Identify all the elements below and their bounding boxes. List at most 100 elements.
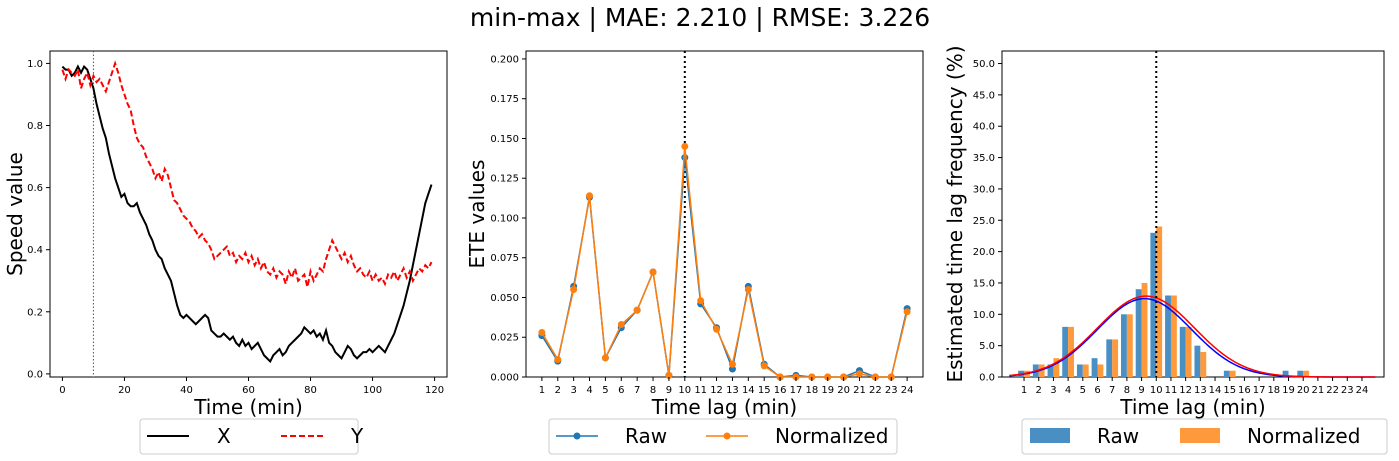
ete-series-normalized-point	[697, 297, 705, 305]
speed-xtick-label: 120	[425, 385, 444, 396]
lag-raw-bar	[1121, 314, 1127, 377]
lag-raw-bar	[1297, 370, 1304, 377]
lag-normalized-bar	[1229, 370, 1236, 377]
ete-x-axis-label: Time lag (min)	[651, 395, 798, 419]
ete-xtick-label: 4	[586, 385, 592, 396]
ete-xtick-label: 7	[634, 385, 640, 396]
lag-legend-raw-label: Raw	[1097, 424, 1139, 448]
lag-xtick-label: 6	[1094, 385, 1100, 396]
ete-xtick-label: 15	[758, 385, 771, 396]
lag-ytick-label: 25.0	[973, 216, 995, 227]
lag-xtick-label: 10	[1150, 385, 1163, 396]
ete-xtick-label: 5	[602, 385, 608, 396]
speed-legend-y-label: Y	[350, 424, 364, 448]
lag-normalized-bar	[1112, 339, 1119, 377]
ete-xtick-label: 6	[618, 385, 624, 396]
lag-normalized-bar	[1097, 364, 1104, 377]
ete-xtick-label: 13	[726, 385, 739, 396]
lag-xtick-label: 5	[1080, 385, 1086, 396]
axes-frame	[525, 50, 924, 378]
lag-raw-bar	[1223, 370, 1230, 377]
ete-xtick-label: 17	[790, 385, 803, 396]
speed-series-y-line	[61, 60, 433, 288]
speed-xtick-label: 80	[304, 385, 317, 396]
ete-xtick-label: 22	[869, 385, 882, 396]
lag-normalized-bar	[1185, 326, 1192, 377]
lag-ytick-label: 10.0	[973, 310, 995, 321]
lag-ytick-label: 40.0	[973, 122, 995, 133]
lag-raw-bar	[1076, 364, 1083, 377]
lag-xtick-label: 11	[1165, 385, 1178, 396]
axes-frame	[49, 50, 448, 378]
lag-ytick-label: 35.0	[973, 153, 995, 164]
ete-ytick-label: 0.175	[490, 94, 519, 105]
ete-series-normalized-point	[728, 360, 736, 368]
ete-ytick-label: 0.200	[490, 54, 519, 65]
ete-xtick-label: 8	[650, 385, 656, 396]
lag-ytick-label: 0.0	[979, 373, 995, 384]
ete-ytick-label: 0.050	[490, 293, 519, 304]
speed-xtick-label: 0	[59, 385, 65, 396]
lag-raw-bar	[1282, 370, 1289, 377]
lag-normalized-bar	[1126, 314, 1133, 377]
lag-ytick-label: 20.0	[973, 247, 995, 258]
ete-xtick-label: 9	[666, 385, 672, 396]
lag-ytick-label: 45.0	[973, 90, 995, 101]
ete-series-normalized-point	[649, 268, 657, 276]
lag-legend-normalized-swatch	[1180, 428, 1220, 443]
lag-legend-raw-swatch	[1030, 428, 1070, 443]
ete-xtick-label: 19	[821, 385, 834, 396]
ete-series-normalized-point	[744, 286, 752, 294]
lag-xtick-label: 1	[1021, 385, 1027, 396]
lag-normalized-bar	[1141, 282, 1148, 377]
speed-xtick-label: 60	[242, 385, 255, 396]
lag-raw-bar	[1091, 358, 1098, 377]
lag-xtick-label: 13	[1194, 385, 1207, 396]
ete-y-axis-label: ETE values	[465, 160, 489, 269]
lag-normalized-bar	[1303, 370, 1310, 377]
lag-xtick-label: 12	[1179, 385, 1192, 396]
lag-xtick-label: 15	[1223, 385, 1236, 396]
lag-normalized-bar	[1053, 358, 1060, 377]
ete-series-normalized-point	[617, 321, 625, 329]
ete-series-normalized-point	[554, 356, 562, 364]
ete-series-normalized-point	[760, 362, 768, 370]
lag-xtick-label: 24	[1356, 385, 1369, 396]
ete-ytick-label: 0.025	[490, 333, 519, 344]
lag-xtick-label: 23	[1341, 385, 1354, 396]
ete-xtick-label: 21	[853, 385, 866, 396]
axes-frame	[1001, 50, 1385, 378]
lag-raw-bar	[1165, 295, 1171, 377]
speed-series-x-line	[61, 64, 433, 364]
ete-chart: 0.000 0.025 0.050 0.075 0.100 0.125 0.150 0.175…	[465, 50, 924, 455]
lag-x-axis-label: Time lag (min)	[1119, 395, 1266, 419]
speed-xtick-label: 100	[363, 385, 382, 396]
ete-xtick-label: 3	[570, 385, 576, 396]
lag-xtick-label: 21	[1312, 385, 1325, 396]
lag-legend-normalized-label: Normalized	[1247, 424, 1360, 448]
speed-xtick-label: 40	[180, 385, 193, 396]
lag-xtick-label: 2	[1036, 385, 1042, 396]
lag-ytick-label: 50.0	[973, 59, 995, 70]
speed-ytick-label: 0.6	[27, 183, 43, 194]
ete-series-normalized-point	[681, 142, 689, 150]
speed-ytick-label: 0.0	[27, 369, 43, 380]
speed-ytick-label: 0.4	[27, 245, 43, 256]
lag-xtick-label: 17	[1253, 385, 1266, 396]
speed-y-axis-label: Speed value	[3, 152, 27, 276]
ete-series-normalized-point	[903, 308, 911, 316]
ete-legend-raw-marker	[573, 432, 581, 440]
lag-raw-bar	[1047, 364, 1054, 377]
lag-xtick-label: 4	[1065, 385, 1071, 396]
speed-x-axis-label: Time (min)	[193, 395, 303, 419]
lag-normalized-bar	[1200, 351, 1207, 377]
speed-chart: 0.0 0.2 0.4 0.6 0.8 1.0 0 20 40 60 80 100 120 Time (m…	[3, 50, 448, 455]
ete-xtick-label: 11	[694, 385, 707, 396]
lag-raw-bar	[1062, 326, 1069, 377]
ete-series-normalized-point	[586, 192, 594, 200]
lag-raw-bar	[1106, 339, 1113, 377]
lag-y-axis-label: Estimated time lag frequency (%)	[943, 45, 967, 382]
lag-normalized-bar	[1038, 364, 1045, 377]
lag-ytick-label: 15.0	[973, 278, 995, 289]
lag-xtick-label: 19	[1282, 385, 1295, 396]
